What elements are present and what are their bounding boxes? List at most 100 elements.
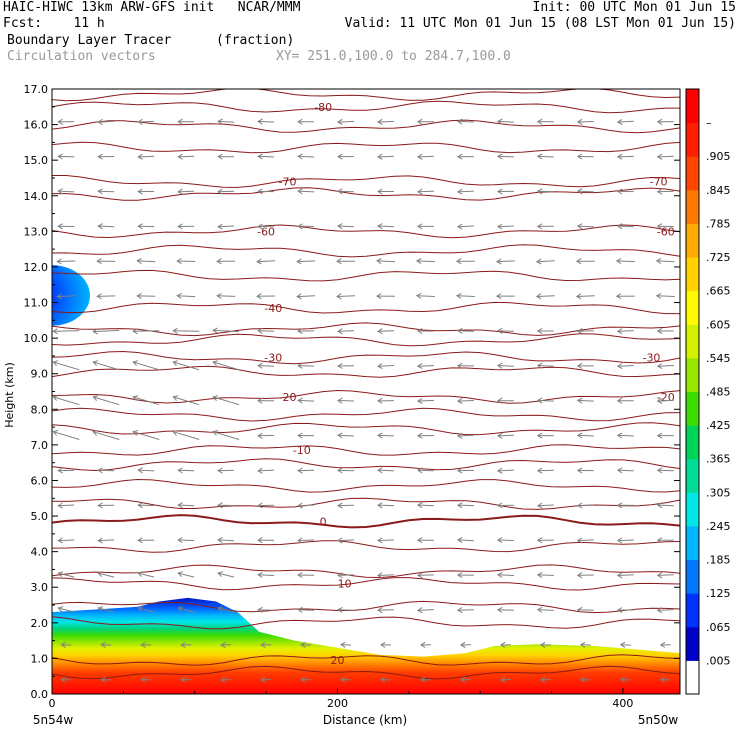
circulation-vector-head (100, 641, 106, 648)
x-tick-label: 400 (612, 697, 633, 710)
circulation-vectors (52, 118, 675, 683)
circulation-vector-head (499, 641, 506, 648)
circulation-vector-head (496, 397, 503, 404)
circulation-vector-head (416, 153, 423, 160)
circulation-vector-head (496, 432, 503, 439)
circulation-vector (497, 365, 514, 367)
circulation-vector (417, 504, 434, 507)
circulation-vector (58, 607, 75, 613)
circulation-vector-head (377, 502, 383, 509)
circulation-vector (457, 400, 474, 402)
circulation-vector-head (257, 223, 263, 230)
circulation-vector (337, 400, 355, 402)
circulation-vector-head (257, 467, 263, 474)
circulation-vector (258, 609, 275, 611)
circulation-vector (177, 295, 196, 298)
contour-label: -40 (264, 302, 282, 315)
circulation-vector-head (376, 258, 382, 265)
colorbar-label: .245 (706, 520, 731, 533)
circulation-vector (577, 609, 594, 611)
circulation-vector (178, 572, 195, 578)
circulation-vector-head (137, 223, 143, 230)
circulation-vector (617, 469, 634, 472)
circulation-vector-head (137, 606, 144, 612)
circulation-vector (337, 225, 355, 228)
circulation-vector-head (297, 223, 303, 230)
circulation-vector-head (656, 153, 663, 160)
colorbar-frame (685, 88, 700, 695)
circulation-vector (218, 225, 235, 228)
circulation-vector-head (257, 606, 263, 613)
circulation-vector-head (96, 258, 102, 265)
circulation-vector (298, 190, 315, 193)
circulation-vector-head (220, 641, 226, 648)
x-tick-label: 0 (49, 697, 56, 710)
circulation-vector (133, 330, 160, 332)
circulation-vector-head (579, 676, 586, 683)
circulation-vector (457, 330, 474, 332)
circulation-vector-head (297, 397, 303, 404)
circulation-vector-head (416, 607, 423, 614)
circulation-vector (173, 431, 200, 440)
colorbar-label: .545 (706, 352, 731, 365)
circulation-vector-head (456, 502, 463, 509)
contour-label: 20 (330, 654, 344, 667)
circulation-vector (416, 260, 435, 263)
circulation-vector-head (97, 223, 103, 230)
circulation-vector-head (496, 467, 503, 474)
circulation-vector (258, 574, 275, 576)
circulation-vector-head (97, 118, 103, 125)
circulation-vector-head (656, 607, 663, 614)
circulation-vector-head (456, 362, 463, 369)
temperature-contour-line (52, 100, 680, 114)
header-field-name: Boundary Layer Tracer (7, 33, 172, 48)
circulation-vector-head (496, 362, 503, 369)
circulation-vector (617, 330, 634, 332)
temperature-contour-line (52, 350, 680, 365)
circulation-vector-head (217, 502, 223, 509)
circulation-vector-head (416, 188, 423, 195)
circulation-vector (58, 155, 75, 158)
circulation-vector (98, 190, 115, 193)
temperature-contour-line (52, 301, 680, 315)
circulation-vector-head (177, 153, 183, 160)
circulation-vector-head (377, 328, 383, 335)
circulation-vector-head (297, 467, 303, 474)
colorbar-label: .005 (706, 654, 731, 667)
temperature-contour-line (52, 497, 680, 510)
circulation-vector-head (656, 502, 663, 509)
circulation-vector (417, 190, 434, 193)
circulation-vector-head (656, 327, 663, 335)
contour-label: -80 (314, 101, 332, 114)
circulation-vector-head (616, 118, 623, 125)
circulation-vector-head (100, 676, 106, 683)
circulation-vector (258, 469, 275, 472)
circulation-vector (336, 295, 356, 297)
circulation-vector-head (377, 432, 383, 439)
circulation-vector-head (496, 153, 503, 160)
circulation-vector (218, 539, 235, 542)
contour-label: 0 (320, 515, 327, 528)
circulation-vector-head (536, 362, 543, 369)
temperature-contour-line (52, 175, 680, 188)
circulation-vector (577, 504, 594, 507)
circulation-vector-head (419, 676, 426, 683)
circulation-vector-head (216, 292, 222, 299)
circulation-vector (298, 365, 315, 367)
circulation-vector-head (456, 432, 463, 439)
circulation-vector (337, 120, 355, 123)
circulation-vector (457, 190, 474, 193)
circulation-vector-head (172, 430, 179, 436)
circulation-vector-head (97, 502, 103, 509)
circulation-vector-head (656, 467, 663, 474)
circulation-vector (133, 396, 160, 406)
circulation-vector (98, 225, 115, 228)
x-axis: 0 200 400 (49, 688, 633, 710)
circulation-vector (57, 295, 76, 298)
circulation-vector-head (57, 153, 63, 160)
circulation-vector-head (132, 360, 139, 367)
circulation-vector (657, 399, 674, 402)
contour-label: 10 (338, 578, 352, 591)
circulation-vector-head (337, 467, 343, 474)
circulation-vector-head (57, 223, 63, 230)
